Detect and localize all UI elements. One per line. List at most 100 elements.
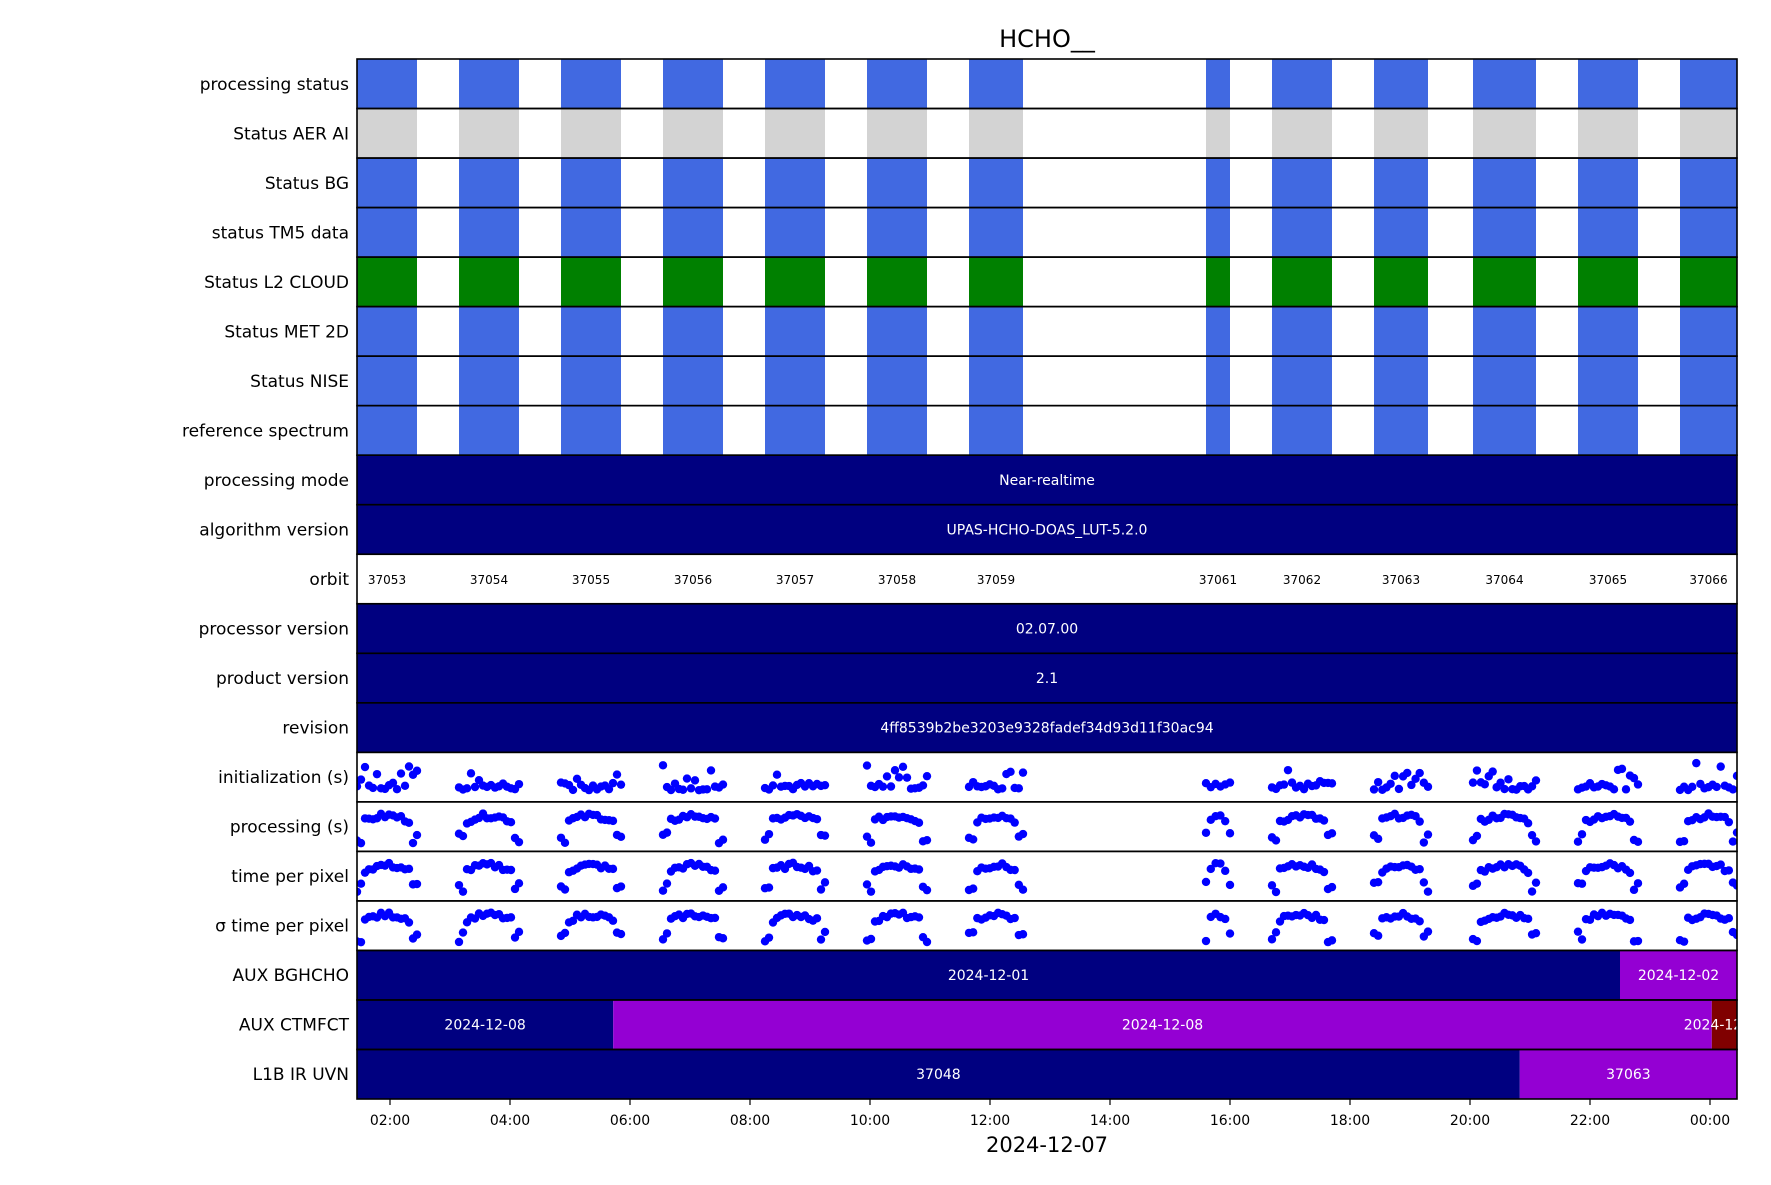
data-point <box>922 835 932 845</box>
status-bar <box>969 405 1023 456</box>
status-bar <box>867 257 927 307</box>
status-bar <box>459 257 519 307</box>
data-point <box>1423 830 1433 839</box>
data-point <box>608 864 618 874</box>
status-bar <box>357 257 417 307</box>
data-point <box>968 928 978 937</box>
status-bar <box>1680 257 1737 307</box>
data-point <box>1327 936 1337 945</box>
status-bar <box>1578 356 1638 406</box>
x-tick-label: 02:00 <box>370 1113 410 1129</box>
data-point <box>514 927 524 937</box>
status-bar <box>1272 207 1332 258</box>
data-point <box>1018 829 1028 839</box>
data-point <box>1472 879 1482 888</box>
status-bar <box>1374 356 1428 406</box>
status-bar <box>1473 59 1536 109</box>
x-tick-label: 20:00 <box>1450 1113 1490 1129</box>
data-point <box>1527 887 1537 896</box>
data-point <box>458 928 468 937</box>
data-point <box>1496 778 1505 787</box>
data-point <box>764 933 774 942</box>
data-point <box>1014 784 1024 793</box>
data-point <box>412 879 422 889</box>
data-point <box>662 879 672 888</box>
status-bar <box>1473 356 1536 406</box>
x-axis-label: 2024-12-07 <box>986 1133 1108 1157</box>
data-point <box>357 879 366 888</box>
status-bar <box>1272 257 1332 307</box>
status-bar <box>459 59 519 109</box>
row-label-time-per-pixel: σ time per pixel <box>215 917 349 937</box>
data-point <box>820 780 830 790</box>
status-bar <box>459 108 519 159</box>
status-bar <box>1206 207 1230 258</box>
x-tick-label: 18:00 <box>1330 1113 1370 1129</box>
data-point <box>1319 816 1329 825</box>
status-bar <box>459 356 519 406</box>
data-point <box>404 818 414 828</box>
data-point <box>1577 935 1587 944</box>
row-label-product-version: product version <box>216 669 349 689</box>
data-point <box>718 934 728 943</box>
plot-area: Near-realtime UPAS-HCHO-DOAS_LUT-5.2.0 370… <box>357 59 1737 1099</box>
data-point <box>1531 837 1541 846</box>
row-label-status-aer-ai: Status AER AI <box>233 124 349 144</box>
x-tick-label: 16:00 <box>1210 1113 1250 1129</box>
orbit-label: 37064 <box>1485 573 1523 587</box>
data-point <box>1633 879 1643 888</box>
data-point <box>1692 758 1701 768</box>
value-span <box>357 950 1620 1000</box>
status-bar <box>765 356 825 406</box>
data-point <box>1221 816 1230 826</box>
orbit-label: 37059 <box>977 573 1015 587</box>
data-point <box>686 784 696 793</box>
status-bar <box>459 158 519 208</box>
data-point <box>878 782 888 791</box>
status-bar <box>357 158 417 208</box>
status-bar <box>765 306 825 357</box>
data-point <box>470 782 480 792</box>
data-point <box>1527 830 1537 840</box>
data-point <box>404 918 414 927</box>
status-bar <box>1680 108 1737 159</box>
row-label-time-per-pixel: time per pixel <box>231 867 349 887</box>
data-point <box>368 783 378 793</box>
data-point <box>922 771 932 781</box>
data-point <box>1573 927 1583 936</box>
data-point <box>1633 936 1643 946</box>
data-point <box>506 913 516 922</box>
x-tick-label: 06:00 <box>610 1113 650 1129</box>
data-point <box>914 818 924 827</box>
status-bar <box>867 405 927 456</box>
data-point <box>812 866 822 875</box>
status-bar <box>357 207 417 258</box>
row-label-l1b-ir-uvn: L1B IR UVN <box>253 1065 349 1085</box>
data-point <box>1732 881 1737 890</box>
data-point <box>1419 838 1429 847</box>
data-point <box>357 782 362 791</box>
data-point <box>662 828 672 837</box>
status-bar <box>1680 207 1737 258</box>
data-point <box>678 785 688 794</box>
status-bar <box>663 108 723 159</box>
data-point <box>604 784 614 794</box>
row-label-processor-version: processor version <box>199 620 349 640</box>
data-point <box>1688 782 1697 791</box>
data-point <box>1728 785 1737 794</box>
status-bar <box>1206 257 1230 307</box>
status-bar <box>1578 59 1638 109</box>
data-point <box>462 784 472 793</box>
data-point <box>1577 879 1587 888</box>
data-point <box>968 884 978 893</box>
data-point <box>1221 914 1230 924</box>
data-point <box>1419 878 1429 887</box>
data-point <box>360 762 370 772</box>
status-bar <box>1272 306 1332 357</box>
data-point <box>1415 864 1424 874</box>
data-point <box>1373 931 1383 940</box>
data-point <box>1728 837 1737 846</box>
status-bar <box>1578 306 1638 357</box>
orbit-label: 37055 <box>572 573 610 587</box>
status-bar <box>663 158 723 208</box>
